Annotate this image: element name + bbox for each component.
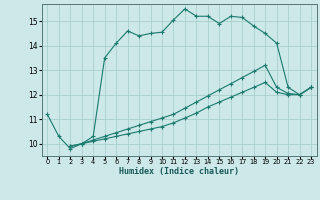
X-axis label: Humidex (Indice chaleur): Humidex (Indice chaleur)	[119, 167, 239, 176]
